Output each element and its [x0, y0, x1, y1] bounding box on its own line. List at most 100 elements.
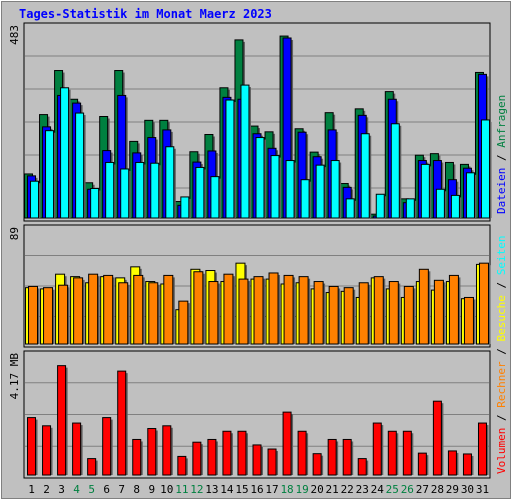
legend-token: Rechner — [495, 361, 508, 414]
day-label: 5 — [88, 483, 95, 496]
bar-volumen-day-20 — [312, 453, 322, 476]
bar-volumen-day-23 — [357, 458, 367, 476]
legend-token: Volumen — [495, 428, 508, 474]
bar-seiten-day-25 — [390, 123, 400, 219]
bar-seiten-day-6 — [105, 161, 115, 219]
bar-rechner-day-26 — [403, 285, 414, 345]
bar-rechner-day-8 — [133, 274, 144, 345]
bar-rechner-day-11 — [178, 300, 189, 345]
bar-seiten-day-28 — [435, 188, 445, 219]
bar-rechner-day-14 — [223, 273, 234, 345]
day-label: 8 — [133, 483, 140, 496]
legend-token: Besuche — [495, 295, 508, 348]
day-label: 12 — [190, 483, 203, 496]
bar-rechner-day-5 — [88, 273, 99, 345]
bar-rechner-day-15 — [238, 278, 249, 345]
day-label: 19 — [295, 483, 308, 496]
panel-middle: 89 — [8, 224, 491, 348]
bar-rechner-day-29 — [448, 274, 459, 345]
bar-volumen-day-25 — [387, 430, 397, 476]
bar-rechner-day-16 — [253, 276, 264, 345]
bar-seiten-day-24 — [375, 193, 385, 219]
bar-rechner-day-27 — [418, 268, 429, 345]
bar-rechner-day-3 — [58, 284, 69, 345]
bar-rechner-day-22 — [343, 287, 354, 345]
bar-rechner-day-18 — [283, 274, 294, 345]
series-volumen — [27, 365, 489, 476]
max-label-bottom: 4.17 MB — [8, 353, 21, 400]
day-label: 28 — [431, 483, 444, 496]
side-legend-bottom: Volumen / Rechner / Besuche / Seiten — [495, 236, 508, 474]
bar-volumen-day-19 — [297, 430, 307, 476]
bar-volumen-day-17 — [267, 448, 277, 476]
legend-token: / — [495, 154, 508, 167]
bar-rechner-day-25 — [388, 281, 399, 345]
bar-volumen-day-3 — [57, 365, 67, 476]
day-label: 13 — [205, 483, 218, 496]
chart-panels: 483 89 4.17 MB — [8, 22, 492, 479]
bar-seiten-day-10 — [165, 146, 175, 219]
bar-volumen-day-18 — [282, 411, 292, 476]
bar-seiten-day-3 — [60, 87, 70, 219]
day-label: 22 — [341, 483, 354, 496]
bar-volumen-day-12 — [192, 441, 202, 476]
bar-seiten-day-30 — [465, 172, 475, 219]
bar-seiten-day-31 — [480, 119, 490, 219]
bar-seiten-day-19 — [300, 179, 310, 219]
bar-volumen-day-26 — [402, 430, 412, 476]
bar-volumen-day-8 — [132, 438, 142, 476]
legend-token: / — [495, 282, 508, 295]
day-label: 3 — [58, 483, 65, 496]
day-label: 15 — [235, 483, 248, 496]
max-label-top: 483 — [8, 25, 21, 45]
bar-volumen-day-27 — [417, 452, 427, 476]
bar-volumen-day-7 — [117, 370, 127, 476]
legend-token: / — [495, 414, 508, 427]
bar-rechner-day-23 — [358, 282, 369, 345]
bar-seiten-day-2 — [45, 130, 55, 219]
bar-rechner-day-21 — [328, 285, 339, 345]
bar-volumen-day-15 — [237, 430, 247, 476]
day-label: 24 — [371, 483, 385, 496]
bar-seiten-day-9 — [150, 162, 160, 219]
bar-volumen-day-31 — [477, 422, 487, 476]
bar-seiten-day-26 — [405, 198, 415, 219]
panel-bottom: 4.17 MB — [8, 350, 491, 479]
bar-rechner-day-28 — [433, 279, 444, 345]
bar-rechner-day-4 — [73, 277, 84, 345]
bar-rechner-day-10 — [163, 274, 174, 345]
day-label: 23 — [356, 483, 369, 496]
bar-rechner-day-7 — [118, 282, 129, 345]
bar-seiten-day-12 — [195, 166, 205, 219]
day-label: 2 — [43, 483, 50, 496]
bar-rechner-day-20 — [313, 281, 324, 345]
series-rechner — [28, 262, 491, 345]
day-label: 27 — [416, 483, 429, 496]
bar-volumen-day-29 — [447, 450, 457, 476]
bar-rechner-day-2 — [43, 287, 54, 345]
bar-seiten-day-8 — [135, 161, 145, 219]
bar-rechner-day-17 — [268, 272, 279, 345]
day-label: 31 — [476, 483, 489, 496]
day-label: 11 — [175, 483, 188, 496]
legend-token: Dateien — [495, 168, 508, 214]
bar-volumen-day-28 — [432, 400, 442, 476]
legend-token: / — [495, 348, 508, 361]
series-seiten — [30, 84, 492, 219]
panel-top: 483 — [8, 22, 492, 222]
bar-volumen-day-1 — [27, 417, 37, 476]
day-label: 16 — [250, 483, 263, 496]
bar-volumen-day-4 — [72, 422, 82, 476]
bar-volumen-day-11 — [177, 455, 187, 476]
bar-seiten-day-13 — [210, 176, 220, 219]
bar-seiten-day-18 — [285, 160, 295, 219]
day-label: 10 — [160, 483, 173, 496]
bar-seiten-day-7 — [120, 168, 130, 219]
bar-seiten-day-1 — [30, 180, 40, 219]
bar-rechner-day-12 — [193, 271, 204, 345]
bar-volumen-day-5 — [87, 458, 97, 476]
day-label: 1 — [28, 483, 35, 496]
